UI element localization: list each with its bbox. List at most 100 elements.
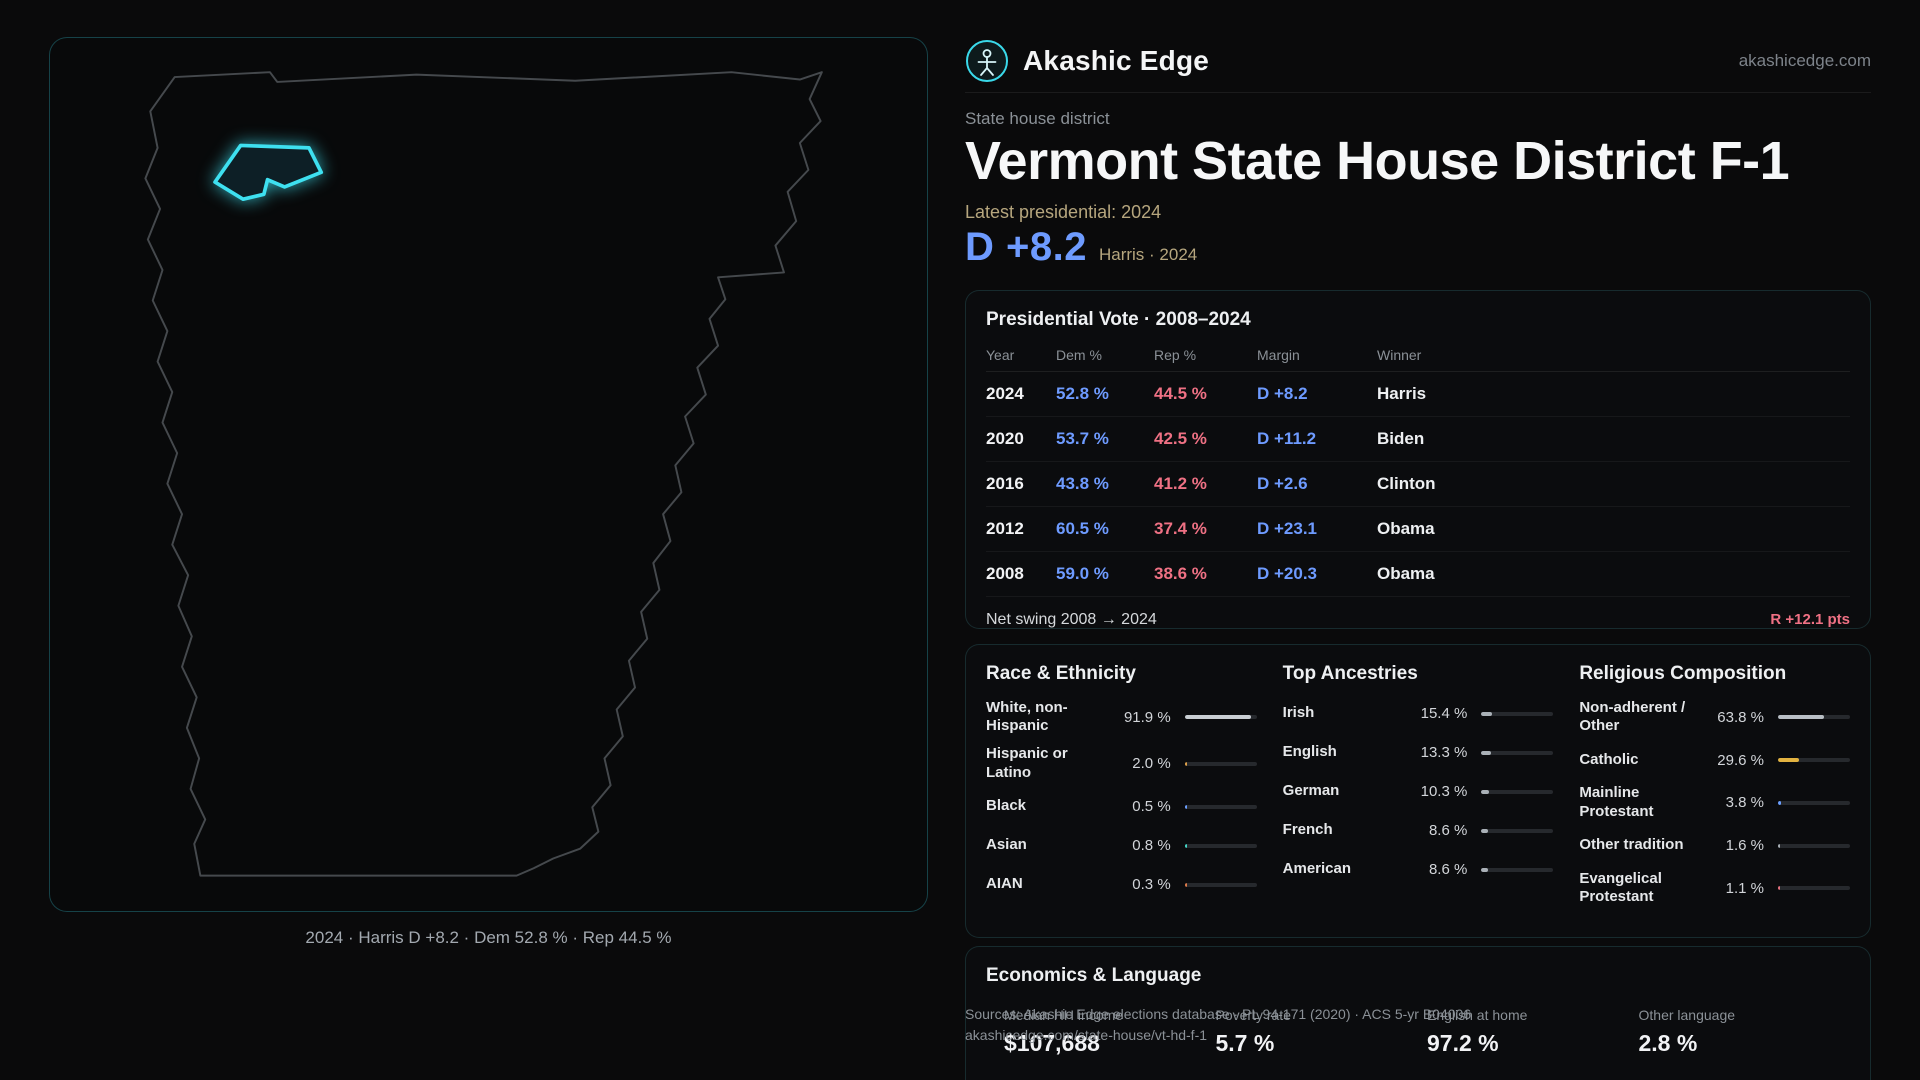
demo-item: Black 0.5 % (986, 792, 1257, 822)
demo-item: German 10.3 % (1283, 777, 1554, 807)
kicker: State house district (965, 109, 1110, 128)
headline-margin: D +8.2 (965, 224, 1087, 269)
demo-label: Other tradition (1579, 836, 1684, 854)
demo-bar (1481, 789, 1554, 794)
net-swing-label: Net swing 2008 → 2024 (986, 610, 1157, 628)
table-row: 2016 43.8 % 41.2 % D +2.6 Clinton (986, 461, 1850, 507)
stat-value: 97.2 % (1427, 1029, 1499, 1056)
demo-value: 1.1 % (1725, 879, 1764, 897)
demo-value: 8.6 % (1428, 861, 1468, 879)
demo-label: Evangelical Protestant (1579, 869, 1662, 906)
col-header-year: Year (986, 340, 1056, 372)
stats-row: Median HH income $107,688 Poverty rate 5… (1004, 1007, 1850, 1057)
demo-value: 63.8 % (1717, 708, 1764, 726)
demo-item: Irish 15.4 % (1283, 699, 1554, 729)
stat-other-language: Other language 2.8 % (1639, 1007, 1851, 1057)
sources-footer: Sources: Akashic Edge elections database… (965, 1004, 1471, 1046)
demo-item: Hispanic or Latino 2.0 % (986, 745, 1257, 783)
demo-item: Non-adherent / Other 63.8 % (1579, 699, 1850, 737)
demo-bar-fill (1184, 843, 1187, 848)
demo-bar-fill (1184, 715, 1251, 720)
brand-domain-link[interactable]: akashicedge.com (1738, 51, 1871, 70)
stat-label: Median HH income (1004, 1006, 1124, 1023)
table-row: 2012 60.5 % 37.4 % D +23.1 Obama (986, 506, 1850, 552)
economics-panel: Economics & Language Median HH income $1… (965, 945, 1871, 1080)
stat-value: 5.7 % (1215, 1029, 1275, 1056)
demo-item: Mainline Protestant 3.8 % (1579, 784, 1850, 822)
demo-bar-fill (1777, 758, 1800, 763)
demo-item: English 13.3 % (1283, 738, 1554, 768)
demo-bar (1184, 715, 1257, 720)
col-header-margin: Margin (1257, 340, 1377, 372)
demo-value: 0.3 % (1132, 876, 1171, 894)
demo-bar (1777, 843, 1850, 848)
latest-presidential-label: Latest presidential: 2024 (965, 201, 1162, 222)
race-section: Race & Ethnicity White, non-Hispanic 91.… (986, 663, 1257, 919)
demo-label: Black (986, 797, 1027, 815)
demo-value: 1.6 % (1725, 837, 1764, 855)
app-header: Akashic Edge akashicedge.com (965, 30, 1871, 93)
margin-cell: D +8.2 (1257, 371, 1377, 417)
demo-item: Evangelical Protestant 1.1 % (1579, 870, 1850, 908)
demo-value: 15.4 % (1420, 705, 1468, 723)
demo-bar-fill (1777, 886, 1780, 891)
demo-value: 10.3 % (1420, 783, 1468, 801)
dem-cell: 59.0 % (1056, 551, 1154, 597)
year-cell: 2016 (986, 461, 1056, 507)
permalink-link[interactable]: akashicedge.com/state-house/vt-hd-f-1 (965, 1027, 1208, 1043)
winner-cell: Clinton (1377, 461, 1850, 507)
demo-bar (1184, 843, 1257, 848)
stat-label: Poverty rate (1215, 1006, 1291, 1023)
headline-sub: Harris · 2024 (1098, 244, 1198, 264)
demo-label: German (1282, 782, 1340, 800)
dem-cell: 52.8 % (1056, 371, 1154, 417)
rep-cell: 41.2 % (1154, 461, 1257, 507)
dem-cell: 60.5 % (1056, 506, 1154, 552)
winner-cell: Obama (1377, 551, 1850, 597)
stat-median-income: Median HH income $107,688 (1004, 1007, 1216, 1057)
rep-cell: 42.5 % (1154, 416, 1257, 462)
demo-item: American 8.6 % (1283, 855, 1554, 885)
brand-logo-icon (966, 40, 1008, 82)
demo-bar (1481, 828, 1554, 833)
page-title: Vermont State House District F-1 (965, 131, 1790, 191)
demo-item: Catholic 29.6 % (1579, 745, 1850, 775)
rep-cell: 38.6 % (1154, 551, 1257, 597)
demo-label: English (1282, 743, 1337, 761)
demo-bar (1777, 800, 1850, 805)
stat-label: English at home (1427, 1006, 1528, 1023)
vermont-map (144, 71, 823, 877)
district-shape[interactable] (213, 143, 324, 202)
demo-bar-fill (1481, 750, 1491, 755)
winner-cell: Obama (1377, 506, 1850, 552)
demo-label: Catholic (1579, 750, 1639, 768)
demo-bar-fill (1184, 804, 1187, 809)
state-outline (144, 71, 823, 877)
demo-bar (1184, 882, 1257, 887)
demo-item: Asian 0.8 % (986, 831, 1257, 861)
demo-bar-fill (1777, 715, 1824, 720)
demo-bar (1184, 761, 1257, 766)
stat-value: 2.8 % (1638, 1029, 1698, 1056)
demo-bar-fill (1777, 843, 1780, 848)
demo-bar (1481, 711, 1554, 716)
demo-label: Non-adherent / Other (1579, 698, 1686, 735)
stat-poverty-rate: Poverty rate 5.7 % (1216, 1007, 1428, 1057)
rep-cell: 37.4 % (1154, 506, 1257, 552)
religion-section: Religious Composition Non-adherent / Oth… (1579, 663, 1850, 919)
dem-cell: 53.7 % (1056, 416, 1154, 462)
demo-bar (1184, 804, 1257, 809)
demo-label: White, non-Hispanic (986, 698, 1068, 735)
stat-english-at-home: English at home 97.2 % (1427, 1007, 1639, 1057)
demo-bar (1481, 867, 1554, 872)
demo-bar-fill (1184, 882, 1187, 887)
table-row: 2024 52.8 % 44.5 % D +8.2 Harris (986, 371, 1850, 417)
main-column: Akashic Edge akashicedge.com State house… (965, 30, 1871, 1080)
demo-label: Irish (1282, 704, 1315, 722)
year-cell: 2024 (986, 371, 1056, 417)
stat-value: $107,688 (1004, 1029, 1100, 1056)
table-header-row: Year Dem % Rep % Margin Winner (986, 340, 1850, 372)
dem-cell: 43.8 % (1056, 461, 1154, 507)
sources-line: Sources: Akashic Edge elections database… (965, 1006, 1472, 1022)
